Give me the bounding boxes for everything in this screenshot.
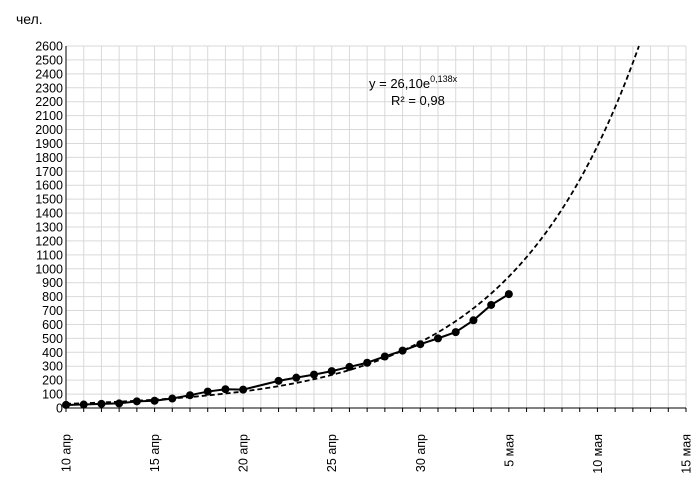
y-tick-label: 2300 — [35, 81, 63, 95]
data-point — [150, 396, 159, 405]
y-tick-label: 1900 — [35, 137, 63, 151]
data-point — [115, 399, 124, 408]
x-tick-label: 5 мая — [502, 434, 516, 467]
x-tick-label: 15 апр — [148, 434, 162, 472]
y-tick-label: 100 — [42, 388, 63, 402]
x-tick-label: 25 апр — [325, 434, 339, 472]
y-tick-label: 2600 — [35, 40, 63, 54]
y-tick-label: 1500 — [35, 193, 63, 207]
horizontal-gridlines — [66, 45, 686, 395]
x-tick-label: 20 апр — [237, 434, 251, 472]
y-tick-label: 1600 — [35, 179, 63, 193]
data-point — [239, 385, 248, 394]
y-tick-label: 900 — [42, 276, 63, 290]
data-point — [292, 373, 301, 382]
data-series-points — [62, 290, 513, 409]
data-point — [274, 376, 283, 385]
data-point — [416, 340, 425, 349]
data-point — [469, 316, 478, 325]
data-point — [434, 334, 442, 343]
trend-equation-base: y = 26,10e — [369, 76, 430, 91]
data-point — [310, 370, 318, 379]
data-point — [363, 358, 372, 367]
y-tick-label: 1300 — [35, 221, 63, 235]
data-point — [221, 385, 230, 394]
data-point — [451, 328, 460, 337]
data-point — [345, 362, 354, 371]
data-point — [504, 290, 513, 299]
y-tick-label: 1000 — [35, 262, 63, 276]
x-tick-label: 15 мая — [680, 434, 694, 474]
data-point — [97, 399, 106, 408]
x-axis-tick-labels: 10 апр 15 апр 20 апр 25 апр 30 апр 5 мая 10 ма… — [60, 434, 694, 474]
data-point — [487, 300, 496, 309]
data-point — [62, 400, 70, 409]
y-tick-label: 1700 — [35, 165, 63, 179]
y-tick-label: 2400 — [35, 67, 63, 81]
y-tick-label: 300 — [42, 360, 63, 374]
y-tick-label: 600 — [42, 318, 63, 332]
x-tick-label: 30 апр — [414, 434, 428, 472]
y-tick-label: 500 — [42, 332, 63, 346]
y-tick-label: 1200 — [35, 234, 63, 248]
r-squared-label: R² = 0,98 — [391, 93, 445, 108]
data-point — [186, 391, 194, 400]
data-point — [168, 394, 177, 403]
data-point — [132, 397, 141, 406]
y-tick-label: 2000 — [35, 123, 63, 137]
data-point — [79, 400, 88, 409]
y-tick-label: 2500 — [35, 53, 63, 67]
x-tick-label: 10 апр — [60, 434, 74, 472]
trend-equation: y = 26,10e0,138x — [369, 74, 458, 91]
y-axis-tick-labels: 0100200300400500600700800900100011001200… — [35, 40, 63, 416]
y-tick-label: 2100 — [35, 109, 63, 123]
data-point — [203, 387, 212, 396]
y-axis-unit-label: чел. — [16, 11, 43, 27]
trendline — [65, 45, 640, 405]
y-tick-label: 200 — [42, 374, 63, 388]
trend-equation-exponent: 0,138x — [430, 74, 458, 84]
y-tick-label: 700 — [42, 304, 63, 318]
y-tick-label: 1800 — [35, 151, 63, 165]
y-tick-label: 0 — [56, 402, 63, 416]
y-tick-label: 2200 — [35, 95, 63, 109]
data-point — [380, 352, 389, 361]
y-tick-label: 800 — [42, 290, 63, 304]
x-tick-label: 10 мая — [591, 434, 605, 474]
data-point — [398, 346, 407, 355]
data-point — [327, 367, 336, 376]
y-tick-label: 1100 — [36, 248, 63, 262]
y-tick-label: 400 — [42, 346, 63, 360]
x-axis-minor-ticks — [65, 408, 687, 412]
y-tick-label: 1400 — [35, 207, 63, 221]
